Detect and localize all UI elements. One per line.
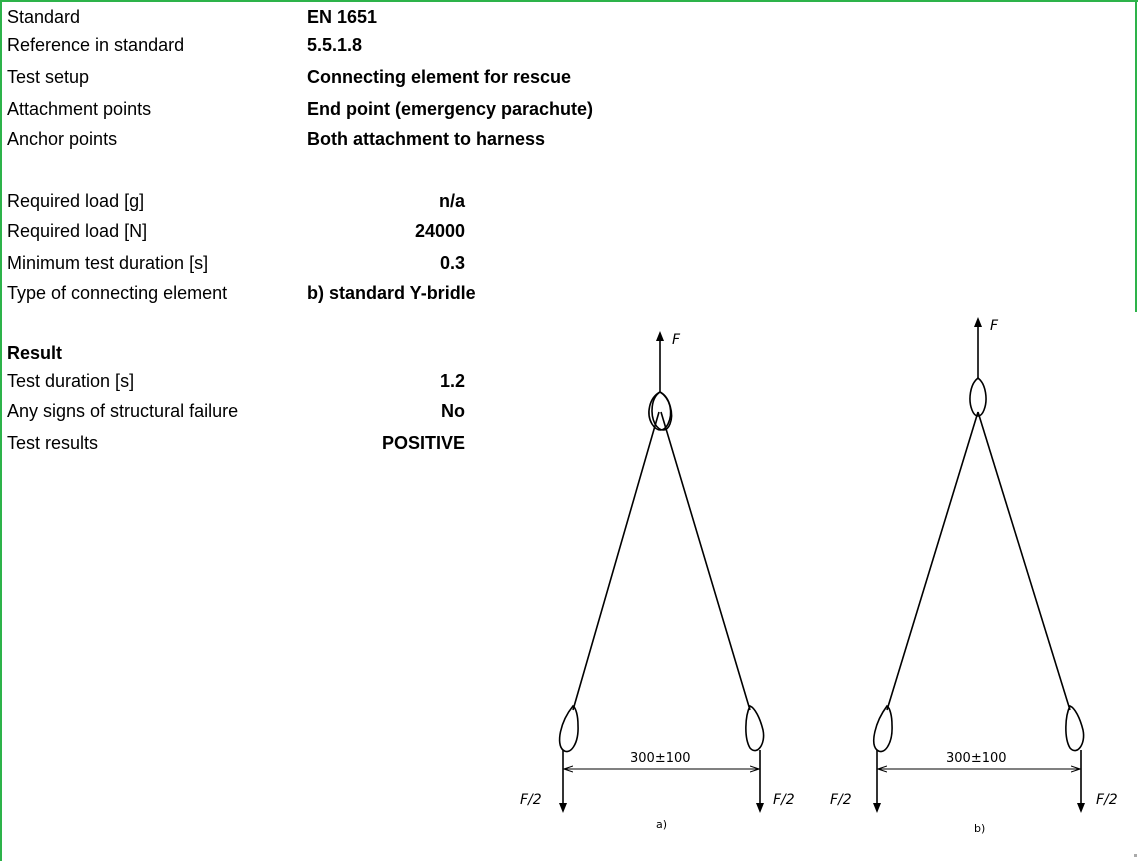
result-label: Test results bbox=[7, 433, 99, 453]
result-label: Any signs of structural failure bbox=[7, 401, 239, 421]
result-label: Test duration [s] bbox=[7, 371, 135, 391]
label-half-force-b-left: F/2 bbox=[830, 792, 852, 808]
req-label: Minimum test duration [s] bbox=[7, 253, 209, 273]
left-leg bbox=[572, 411, 660, 711]
label-force-top-a: F bbox=[672, 332, 681, 348]
req-label: Required load [N] bbox=[7, 221, 148, 241]
label-half-force-a-left: F/2 bbox=[520, 792, 542, 808]
left-loop bbox=[558, 704, 579, 753]
left-loop bbox=[873, 704, 893, 753]
right-loop bbox=[1065, 704, 1085, 752]
info-label: Attachment points bbox=[7, 99, 152, 119]
req-value: 24000 bbox=[414, 221, 465, 241]
label-half-force-a-right: F/2 bbox=[773, 792, 795, 808]
info-value: 5.5.1.8 bbox=[307, 35, 363, 55]
caption-b: b) bbox=[974, 822, 985, 835]
diagram-b bbox=[873, 317, 1085, 813]
frame-corner-mark bbox=[1134, 854, 1137, 857]
info-label: Test setup bbox=[7, 67, 90, 87]
result-heading: Result bbox=[7, 343, 63, 363]
result-value: POSITIVE bbox=[381, 433, 465, 453]
label-force-top-b: F bbox=[990, 318, 999, 334]
diagram-a bbox=[558, 331, 765, 813]
info-label: Reference in standard bbox=[7, 35, 185, 55]
info-value: End point (emergency parachute) bbox=[307, 99, 594, 119]
left-leg bbox=[886, 411, 979, 711]
info-label: Anchor points bbox=[7, 129, 118, 149]
caption-a: a) bbox=[656, 818, 667, 831]
req-value: n/a bbox=[438, 191, 465, 211]
frame-left-border bbox=[0, 0, 2, 861]
req-value: 0.3 bbox=[439, 253, 465, 273]
right-leg bbox=[977, 411, 1071, 711]
right-leg bbox=[660, 411, 751, 711]
info-label: Standard bbox=[7, 7, 81, 27]
label-half-force-b-right: F/2 bbox=[1096, 792, 1118, 808]
result-value: 1.2 bbox=[439, 371, 465, 391]
top-loop-right bbox=[651, 391, 673, 431]
frame-right-border bbox=[1135, 0, 1137, 312]
top-loop bbox=[969, 376, 987, 417]
info-value: Both attachment to harness bbox=[307, 129, 546, 149]
info-value: EN 1651 bbox=[307, 7, 378, 27]
label-dimension-b: 300±100 bbox=[946, 751, 1007, 766]
req-label: Type of connecting element bbox=[7, 283, 228, 303]
req-value: b) standard Y-bridle bbox=[307, 283, 476, 303]
req-label: Required load [g] bbox=[7, 191, 145, 211]
label-dimension-a: 300±100 bbox=[630, 751, 691, 766]
right-loop bbox=[745, 704, 765, 752]
frame-top-border bbox=[0, 0, 1138, 2]
result-value: No bbox=[441, 401, 465, 421]
info-value: Connecting element for rescue bbox=[307, 67, 572, 87]
